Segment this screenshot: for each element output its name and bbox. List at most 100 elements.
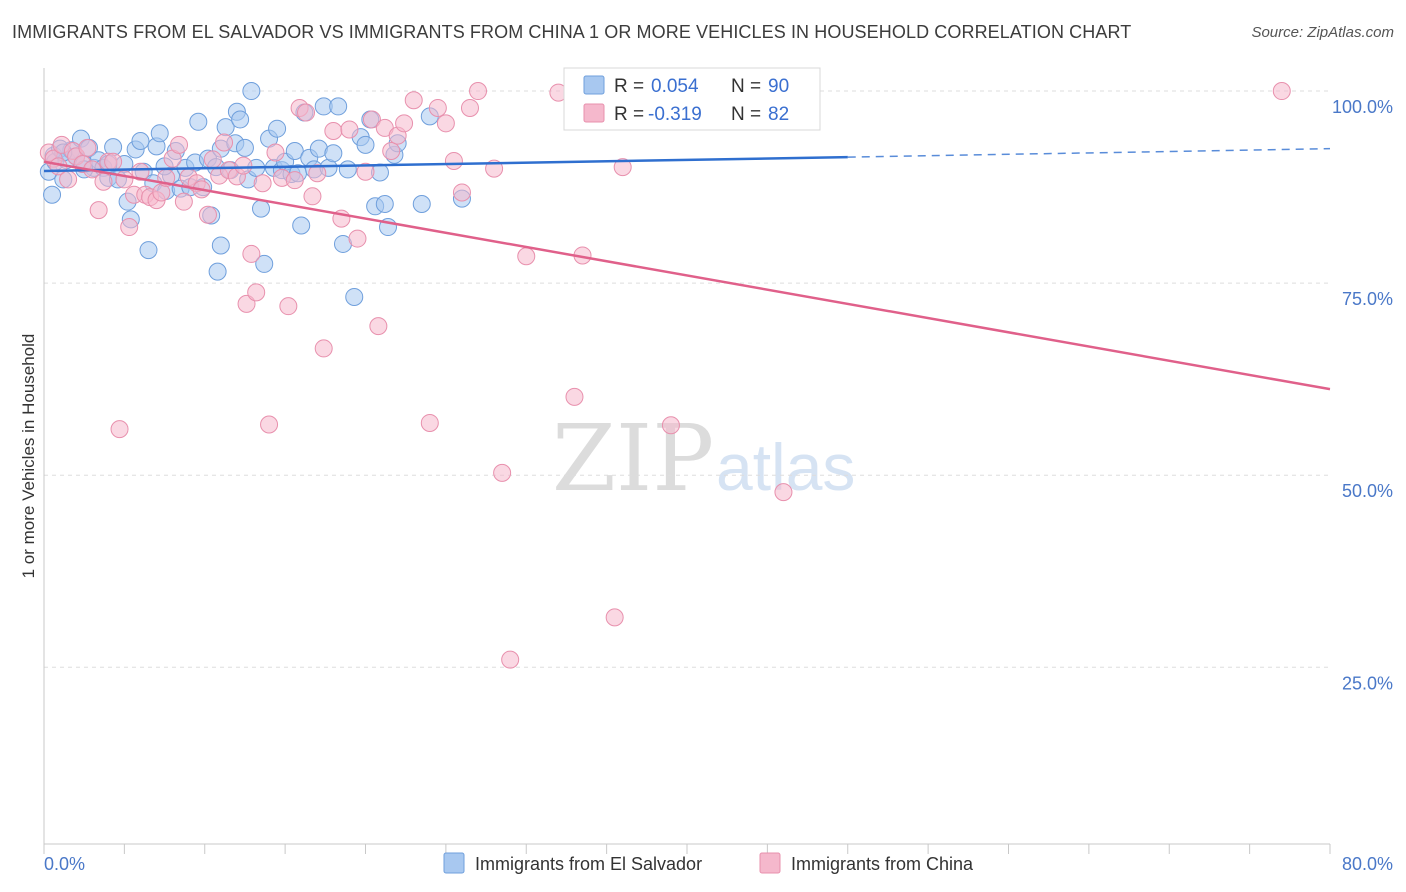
y-tick-label-100: 100.0% bbox=[1332, 97, 1393, 117]
legend-r-value-1: 0.054 bbox=[651, 76, 699, 97]
data-point-china-75 bbox=[565, 387, 584, 406]
legend-n-label-2: N = bbox=[731, 104, 761, 125]
data-point-china-68 bbox=[460, 98, 479, 117]
data-point-china-31 bbox=[203, 150, 222, 169]
data-point-china-54 bbox=[348, 229, 367, 248]
data-point-china-26 bbox=[174, 192, 193, 211]
data-point-china-30 bbox=[198, 205, 217, 224]
data-point-china-69 bbox=[469, 82, 488, 101]
legend-n-value-2: 82 bbox=[768, 104, 789, 125]
data-point-el-salvador-83 bbox=[412, 194, 431, 213]
legend-r-label-1: R = bbox=[614, 76, 644, 97]
trend-lines bbox=[43, 147, 1331, 391]
data-point-china-14 bbox=[110, 420, 129, 439]
data-point-china-63 bbox=[420, 413, 439, 432]
y-axis-title: 1 or more Vehicles in Household bbox=[19, 334, 38, 579]
data-point-el-salvador-24 bbox=[139, 241, 158, 260]
data-point-el-salvador-56 bbox=[268, 119, 287, 138]
data-point-china-36 bbox=[234, 156, 253, 175]
data-point-china-37 bbox=[237, 294, 256, 313]
y-tick-label-25: 25.0% bbox=[1342, 673, 1393, 693]
legend-r-value-2: -0.319 bbox=[648, 104, 702, 125]
legend-n-label-1: N = bbox=[731, 76, 761, 97]
data-point-china-38 bbox=[242, 244, 261, 263]
data-point-china-47 bbox=[297, 103, 316, 122]
data-point-china-55 bbox=[356, 162, 375, 181]
y-tick-labels: 25.0% 50.0% 75.0% 100.0% bbox=[1332, 97, 1393, 693]
data-point-el-salvador-75 bbox=[356, 135, 375, 154]
data-point-el-salvador-70 bbox=[329, 97, 348, 116]
data-point-china-67 bbox=[452, 183, 471, 202]
data-points bbox=[39, 82, 1291, 669]
trend-line-el-salvador bbox=[43, 155, 848, 173]
trend-line-china bbox=[43, 160, 1331, 391]
chart-source: Source: ZipAtlas.com bbox=[1251, 24, 1394, 41]
x-tick-label-min: 0.0% bbox=[44, 854, 85, 874]
chart-title: IMMIGRANTS FROM EL SALVADOR VS IMMIGRANT… bbox=[12, 22, 1132, 42]
legend-r-label-2: R = bbox=[614, 104, 644, 125]
data-point-china-44 bbox=[279, 297, 298, 316]
data-point-china-80 bbox=[774, 483, 793, 502]
data-point-china-4 bbox=[59, 170, 78, 189]
data-point-el-salvador-42 bbox=[211, 236, 230, 255]
data-point-china-78 bbox=[613, 158, 632, 177]
data-point-china-77 bbox=[605, 608, 624, 627]
data-point-el-salvador-72 bbox=[338, 160, 357, 179]
data-point-china-65 bbox=[436, 114, 455, 133]
data-point-el-salvador-60 bbox=[285, 141, 304, 160]
data-point-china-59 bbox=[382, 141, 401, 160]
data-point-china-79 bbox=[661, 416, 680, 435]
x-tick-label-max: 80.0% bbox=[1342, 854, 1393, 874]
data-point-china-71 bbox=[493, 463, 512, 482]
data-point-china-41 bbox=[260, 415, 279, 434]
data-point-china-72 bbox=[501, 650, 520, 669]
watermark: ZIP atlas bbox=[552, 405, 855, 512]
legend-box bbox=[563, 67, 821, 131]
legend-swatch-pink bbox=[583, 103, 605, 123]
data-point-china-48 bbox=[303, 187, 322, 206]
x-ticks bbox=[43, 844, 1331, 854]
data-point-el-salvador-52 bbox=[252, 199, 271, 218]
data-point-el-salvador-62 bbox=[292, 216, 311, 235]
data-point-china-10 bbox=[89, 201, 108, 220]
trend-line-el-salvador-extension bbox=[847, 147, 1331, 158]
data-point-china-45 bbox=[285, 171, 304, 190]
series-legend: Immigrants from El Salvador Immigrants f… bbox=[443, 852, 974, 874]
data-point-china-18 bbox=[131, 162, 150, 181]
data-point-china-40 bbox=[253, 174, 272, 193]
data-point-china-49 bbox=[308, 164, 327, 183]
data-point-el-salvador-53 bbox=[255, 254, 274, 273]
data-point-china-62 bbox=[404, 91, 423, 110]
correlation-legend: R = 0.054 N = 90 R = -0.319 N = 82 bbox=[563, 67, 821, 131]
data-point-el-salvador-47 bbox=[231, 110, 250, 129]
data-point-el-salvador-73 bbox=[345, 287, 364, 306]
data-point-el-salvador-48 bbox=[235, 138, 254, 157]
data-point-china-64 bbox=[428, 98, 447, 117]
series-legend-label-el-salvador: Immigrants from El Salvador bbox=[475, 854, 702, 874]
data-point-china-57 bbox=[369, 317, 388, 336]
data-point-el-salvador-79 bbox=[375, 194, 394, 213]
data-point-china-8 bbox=[78, 138, 97, 157]
y-tick-label-50: 50.0% bbox=[1342, 481, 1393, 501]
data-point-china-25 bbox=[170, 135, 189, 154]
data-point-china-15 bbox=[115, 170, 134, 189]
data-point-el-salvador-35 bbox=[189, 112, 208, 131]
data-point-china-66 bbox=[444, 151, 463, 170]
data-point-el-salvador-69 bbox=[324, 144, 343, 163]
series-legend-swatch-el-salvador bbox=[443, 852, 465, 874]
data-point-china-16 bbox=[120, 218, 139, 237]
data-point-el-salvador-40 bbox=[208, 262, 227, 281]
watermark-zip: ZIP bbox=[552, 405, 714, 512]
data-point-china-81 bbox=[1272, 82, 1291, 101]
data-point-china-73 bbox=[517, 247, 536, 266]
data-point-china-61 bbox=[395, 114, 414, 133]
data-point-china-39 bbox=[247, 283, 266, 302]
data-point-el-salvador-50 bbox=[242, 82, 261, 101]
data-point-china-53 bbox=[340, 120, 359, 139]
data-point-china-13 bbox=[104, 152, 123, 171]
series-legend-label-china: Immigrants from China bbox=[791, 854, 974, 874]
legend-n-value-1: 90 bbox=[768, 76, 789, 97]
data-point-el-salvador-27 bbox=[150, 124, 169, 143]
data-point-china-50 bbox=[314, 339, 333, 358]
